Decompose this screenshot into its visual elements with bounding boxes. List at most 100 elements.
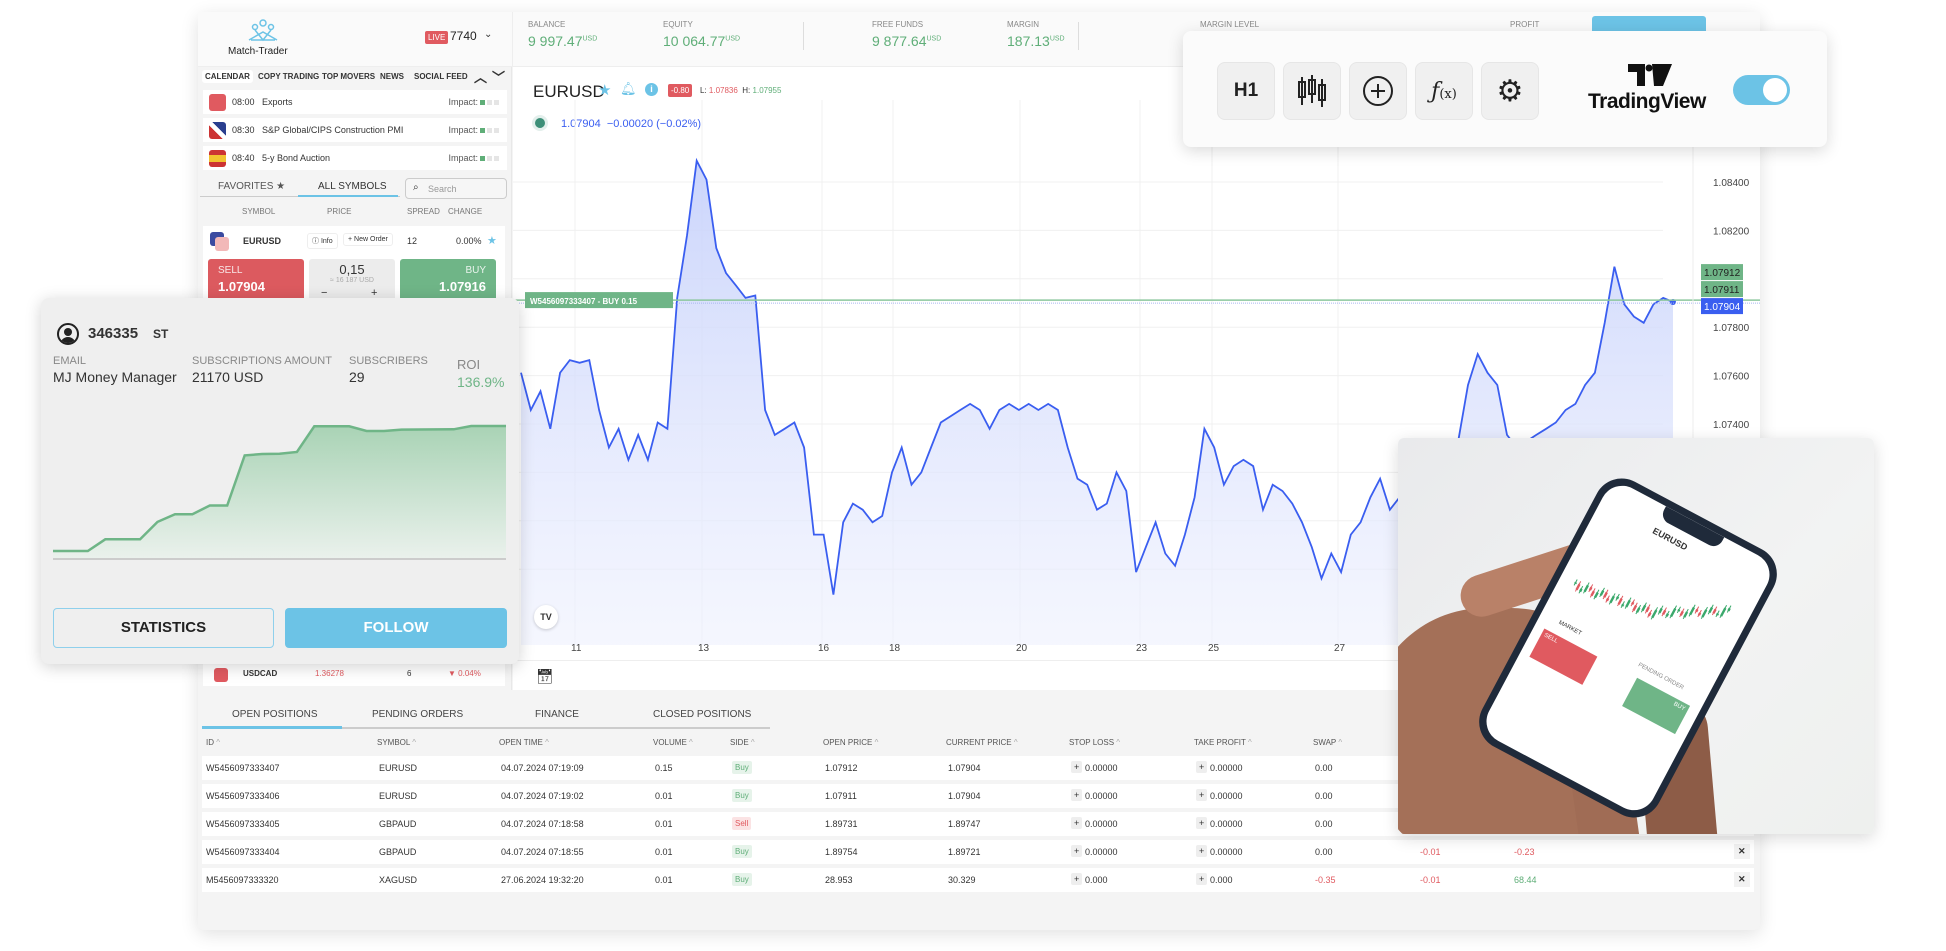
position-row[interactable]: W5456097333404 GBPAUD 04.07.2024 07:18:55 0… xyxy=(202,840,1754,864)
edit-tp-button[interactable]: + xyxy=(1196,789,1208,801)
edit-sl-button[interactable]: + xyxy=(1071,761,1083,773)
column-header[interactable]: SIDE ^ xyxy=(730,738,755,747)
edit-sl-button[interactable]: + xyxy=(1071,845,1083,857)
equity-curve-chart xyxy=(53,424,506,560)
phone-candle xyxy=(1651,609,1658,619)
column-header[interactable]: OPEN PRICE ^ xyxy=(823,738,878,747)
column-header[interactable]: STOP LOSS ^ xyxy=(1069,738,1120,747)
column-header[interactable]: ID ^ xyxy=(206,738,220,747)
symbol-name: EURUSD xyxy=(243,236,282,246)
new-order-button[interactable]: + New Order xyxy=(343,233,393,246)
calendar-event[interactable]: 08:00 Exports Impact: xyxy=(203,90,507,114)
edit-tp-button[interactable]: + xyxy=(1196,873,1208,885)
sidebar-tab[interactable]: COPY TRADING xyxy=(258,72,320,81)
increase-volume-button[interactable]: + xyxy=(371,287,378,299)
calendar-event[interactable]: 08:40 5-y Bond Auction Impact: xyxy=(203,146,507,170)
event-time: 08:30 xyxy=(232,125,255,135)
sort-icon: ^ xyxy=(412,738,417,747)
positions-tab[interactable]: FINANCE xyxy=(535,709,579,720)
subscriptions-amount-label: SUBSCRIPTIONS AMOUNT xyxy=(192,355,332,367)
volume-stepper[interactable]: 0,15 ≈ 16 187 USD − + xyxy=(309,259,395,304)
chevron-down-icon[interactable]: ⌄ xyxy=(484,29,493,40)
favorite-star-icon[interactable]: ★ xyxy=(487,235,497,247)
phone-candle xyxy=(1658,607,1663,614)
positions-tab[interactable]: CLOSED POSITIONS xyxy=(653,709,752,720)
tradingview-small-logo-icon[interactable]: TV xyxy=(534,605,558,629)
subscriptions-amount-value: 21170 USD xyxy=(192,369,264,385)
swap-cell: 0.00 xyxy=(1315,819,1333,829)
column-header[interactable]: OPEN TIME ^ xyxy=(499,738,549,747)
sidebar-tab[interactable]: TOP MOVERS xyxy=(322,72,376,81)
metric-value: 9 997.47USD xyxy=(528,33,597,49)
close-position-button[interactable]: ✕ xyxy=(1734,872,1750,887)
bell-icon[interactable]: 🔔︎ xyxy=(620,81,637,96)
sl-value: 0.00000 xyxy=(1085,847,1118,857)
x-axis-tick: 27 xyxy=(1334,643,1346,654)
close-position-button[interactable]: ✕ xyxy=(1734,844,1750,859)
info-button[interactable]: ⓘ Info xyxy=(307,233,338,249)
position-row[interactable]: M5456097333320 XAGUSD 27.06.2024 19:32:20 0… xyxy=(202,868,1754,892)
tab-favorites[interactable]: FAVORITES ★ xyxy=(218,181,285,192)
chevron-down-icon[interactable]: ﹀ xyxy=(492,70,506,85)
positions-tab[interactable]: OPEN POSITIONS xyxy=(232,709,318,720)
settings-button[interactable]: ⚙ xyxy=(1481,62,1539,120)
low-high: L: 1.07836 H: 1.07955 xyxy=(700,86,781,95)
sidebar-tab[interactable]: NEWS xyxy=(380,72,404,81)
symbol-cell: GBPAUD xyxy=(379,847,417,857)
phone-candle xyxy=(1631,601,1635,606)
plus-circle-icon xyxy=(1363,76,1393,106)
column-header[interactable]: SYMBOL ^ xyxy=(377,738,416,747)
chart-type-button[interactable] xyxy=(1283,62,1341,120)
account-selector[interactable]: 7740 xyxy=(450,29,477,43)
date-range-icon[interactable]: 📅︎ xyxy=(536,668,554,684)
x-axis-tick: 23 xyxy=(1136,643,1148,654)
column-header[interactable]: CURRENT PRICE ^ xyxy=(946,738,1018,747)
indicators-button[interactable]: ƒ(x) xyxy=(1415,62,1473,120)
column-header[interactable]: SWAP ^ xyxy=(1313,738,1342,747)
phone-candle xyxy=(1632,604,1638,612)
sell-button[interactable]: SELL 1.07904 xyxy=(208,259,304,304)
edit-tp-button[interactable]: + xyxy=(1196,817,1208,829)
time-cell: 04.07.2024 07:19:09 xyxy=(501,763,584,773)
metric-label: MARGIN xyxy=(1007,20,1039,29)
side-badge: Buy xyxy=(732,845,752,858)
tradingview-toggle[interactable] xyxy=(1733,75,1790,105)
current-cell: 1.07904 xyxy=(948,763,981,773)
current-cell: 1.89721 xyxy=(948,847,981,857)
decrease-volume-button[interactable]: − xyxy=(321,287,328,299)
tab-all-symbols[interactable]: ALL SYMBOLS xyxy=(318,181,387,192)
sidebar-tab[interactable]: CALENDAR xyxy=(202,70,253,83)
follow-button[interactable]: FOLLOW xyxy=(285,608,507,648)
favorite-star-icon[interactable]: ★ xyxy=(598,82,612,99)
edit-sl-button[interactable]: + xyxy=(1071,789,1083,801)
statistics-button[interactable]: STATISTICS xyxy=(53,608,274,648)
add-indicator-button[interactable] xyxy=(1349,62,1407,120)
timeframe-button[interactable]: H1 xyxy=(1217,62,1275,120)
impact-indicator: Impact: xyxy=(448,125,499,135)
calendar-event[interactable]: 08:30 S&P Global/CIPS Construction PMI I… xyxy=(203,118,507,142)
column-header[interactable]: TAKE PROFIT ^ xyxy=(1194,738,1252,747)
edit-sl-button[interactable]: + xyxy=(1071,817,1083,829)
sort-icon: ^ xyxy=(689,738,693,747)
edit-sl-button[interactable]: + xyxy=(1071,873,1083,885)
symbol-search-input[interactable]: ⌕ Search xyxy=(405,178,507,199)
roi-label: ROI xyxy=(457,357,481,372)
symbol-cell: GBPAUD xyxy=(379,819,417,829)
sidebar-tab[interactable]: SOCIAL FEED xyxy=(414,72,468,81)
candlestick-icon xyxy=(1298,75,1326,107)
symbol-row-eurusd[interactable]: EURUSD ⓘ Info + New Order 12 0.00% ★ SEL… xyxy=(203,226,505,306)
edit-tp-button[interactable]: + xyxy=(1196,761,1208,773)
info-icon[interactable]: i xyxy=(645,83,658,96)
low-label: L: xyxy=(700,86,707,95)
volume-cell: 0.01 xyxy=(655,847,673,857)
chevron-up-icon[interactable]: ︿ xyxy=(474,70,488,85)
symbol-row-usdcad[interactable]: USDCAD 1.36278 6 ▼ 0.04% xyxy=(203,660,505,686)
impact-label: Impact: xyxy=(448,153,478,163)
edit-tp-button[interactable]: + xyxy=(1196,845,1208,857)
sl-value: 0.00000 xyxy=(1085,819,1118,829)
column-header[interactable]: VOLUME ^ xyxy=(653,738,693,747)
buy-button[interactable]: BUY 1.07916 xyxy=(400,259,496,304)
tradingview-logo xyxy=(1628,64,1672,91)
phone-candle xyxy=(1617,598,1623,605)
positions-tab[interactable]: PENDING ORDERS xyxy=(372,709,464,720)
